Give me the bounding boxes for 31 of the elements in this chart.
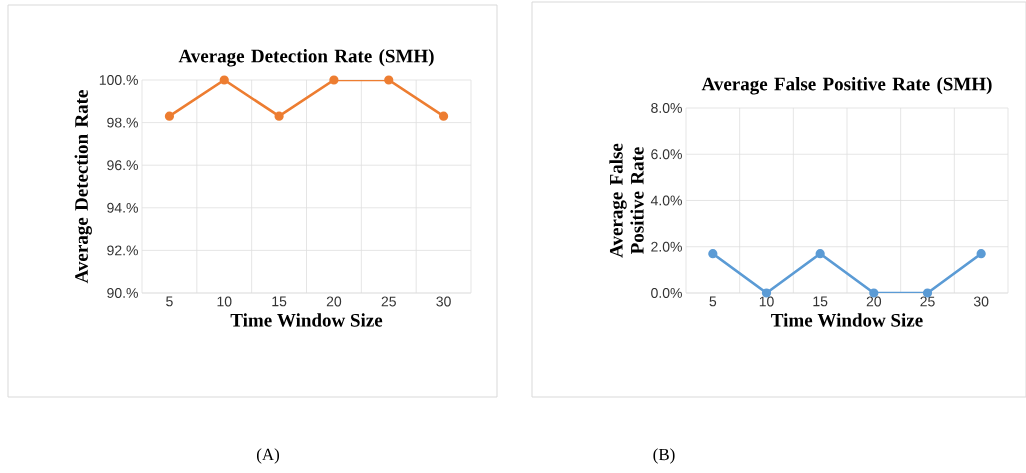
y-tick-label: 90.% — [107, 288, 138, 298]
chart-title: Average False Positive Rate (SMH) — [701, 77, 992, 95]
y-tick-label: 4.0% — [650, 195, 682, 206]
y-axis-title: Average False Positive Rate — [609, 143, 644, 258]
y-tick-label: 6.0% — [651, 149, 682, 160]
text: (B) — [653, 448, 675, 464]
x-tick-label: 25 — [381, 296, 396, 307]
y-axis-title: Average Detection Rate — [74, 90, 92, 284]
x-tick-label: 30 — [973, 296, 989, 307]
x-tick-label: 20 — [866, 296, 882, 307]
y-tick-label: 96.% — [107, 160, 138, 171]
y-tick-label: 94.% — [107, 202, 138, 213]
x-tick-label: 30 — [436, 296, 451, 307]
x-tick-label: 10 — [759, 296, 774, 307]
x-axis-title: Time Window Size — [771, 313, 923, 327]
x-axis-title: Time Window Size — [230, 313, 383, 327]
y-tick-label: 100.% — [99, 75, 138, 85]
y-tick-label: 92.% — [107, 245, 138, 256]
y-tick-label: 8.0% — [651, 103, 682, 113]
x-tick-label: 10 — [217, 296, 232, 307]
x-tick-label: 20 — [326, 296, 342, 307]
y-tick-label: 0.0% — [651, 288, 682, 298]
chart-title: Average Detection Rate (SMH) — [178, 49, 434, 67]
x-tick-label: 25 — [920, 296, 935, 307]
y-tick-label: 98.% — [107, 117, 138, 128]
text: (A) — [256, 448, 280, 464]
x-tick-label: 5 — [709, 296, 717, 307]
y-tick-label: 2.0% — [651, 241, 682, 252]
x-tick-label: 15 — [272, 296, 287, 307]
x-tick-label: 5 — [166, 296, 173, 307]
x-tick-label: 15 — [813, 296, 828, 307]
